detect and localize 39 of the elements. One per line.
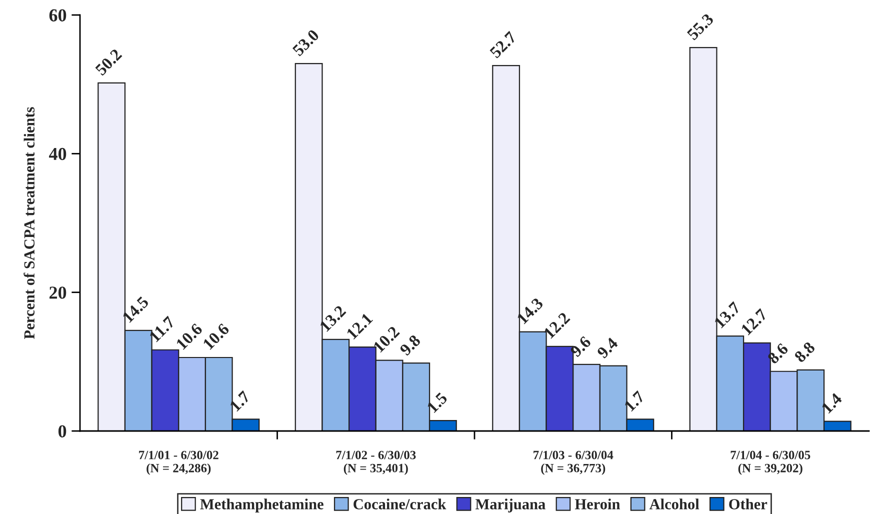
data-label: 12.2 [543, 312, 571, 339]
y-tick-label: 0 [58, 425, 66, 438]
data-label: 1.4 [821, 392, 843, 414]
y-tick-label: 60 [49, 9, 66, 22]
data-label: 9.8 [399, 334, 422, 356]
legend-label: Other [729, 498, 768, 510]
data-label: 1.7 [229, 390, 251, 412]
data-label: 9.6 [570, 336, 592, 358]
data-label: 1.7 [624, 390, 646, 412]
data-label: 12.1 [346, 312, 374, 340]
x-tick-label: 7/1/01 - 6/30/02 (N = 24,286) [139, 450, 218, 475]
y-tick-label: 20 [50, 286, 66, 299]
data-label: 1.5 [426, 392, 448, 414]
y-tick-label: 40 [49, 148, 66, 160]
data-label: 14.3 [516, 297, 544, 324]
data-label: 53.0 [292, 28, 320, 57]
data-label: 8.8 [794, 341, 816, 364]
data-label: 11.7 [148, 316, 176, 342]
data-label: 13.2 [319, 304, 346, 332]
x-tick-label: 7/1/03 - 6/30/04 (N = 36,773) [534, 450, 614, 475]
data-label: 13.7 [714, 301, 742, 329]
data-label: 14.5 [122, 296, 150, 324]
legend-label: Cocaine/crack [354, 498, 446, 510]
data-label: 9.4 [596, 336, 619, 359]
y-axis-title: Percent of SACPA treatment clients [24, 107, 35, 339]
data-label: 8.6 [766, 342, 789, 364]
x-tick-label: 7/1/02 - 6/30/03 (N = 35,401) [336, 450, 416, 475]
data-label: 10.6 [176, 322, 204, 350]
data-label: 52.7 [489, 30, 518, 59]
data-label: 10.2 [372, 326, 400, 353]
data-label: 12.7 [740, 308, 768, 336]
legend-label: Marijuana [475, 498, 546, 512]
data-label: 50.2 [94, 48, 122, 76]
data-label: 55.3 [686, 12, 714, 41]
legend-label: Heroin [574, 498, 620, 510]
legend-label: Methamphetamine [200, 498, 324, 512]
data-label: 10.6 [202, 322, 230, 350]
x-tick-label: 7/1/04 - 6/30/05 (N = 39,202) [730, 450, 810, 475]
legend-label: Alcohol [649, 498, 700, 510]
